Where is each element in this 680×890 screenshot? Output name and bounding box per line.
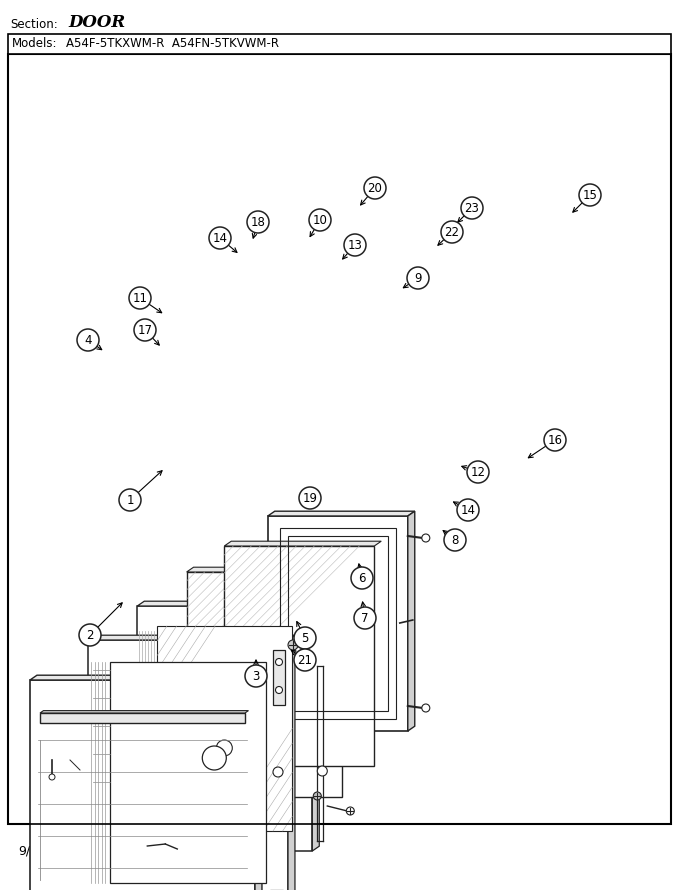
Circle shape xyxy=(351,567,373,589)
Circle shape xyxy=(294,649,316,671)
Circle shape xyxy=(422,704,430,712)
Text: 1: 1 xyxy=(126,494,134,507)
Polygon shape xyxy=(268,511,415,516)
Polygon shape xyxy=(30,676,262,680)
Polygon shape xyxy=(157,626,292,831)
Text: 15: 15 xyxy=(583,189,598,202)
Circle shape xyxy=(346,807,354,815)
Bar xyxy=(8,54,671,824)
Text: 7: 7 xyxy=(361,612,369,625)
Circle shape xyxy=(461,197,483,219)
Polygon shape xyxy=(288,635,295,890)
Polygon shape xyxy=(137,602,320,606)
Polygon shape xyxy=(408,511,415,731)
Polygon shape xyxy=(268,516,408,731)
Circle shape xyxy=(245,665,267,687)
Circle shape xyxy=(49,774,55,780)
Text: 6: 6 xyxy=(358,572,366,585)
Text: 14: 14 xyxy=(460,504,475,517)
Text: 10: 10 xyxy=(313,214,328,227)
Circle shape xyxy=(318,766,327,776)
Polygon shape xyxy=(40,710,248,713)
Circle shape xyxy=(467,461,489,483)
Text: 2: 2 xyxy=(86,629,94,642)
Circle shape xyxy=(294,627,316,649)
Circle shape xyxy=(77,329,99,351)
Circle shape xyxy=(203,746,226,770)
Polygon shape xyxy=(224,541,381,546)
Text: 21: 21 xyxy=(298,654,313,667)
Polygon shape xyxy=(137,606,312,851)
Polygon shape xyxy=(186,572,341,797)
Text: 13: 13 xyxy=(347,239,362,252)
Circle shape xyxy=(354,607,376,629)
Circle shape xyxy=(134,319,156,341)
Text: 14: 14 xyxy=(212,232,228,245)
Circle shape xyxy=(119,489,141,511)
Circle shape xyxy=(422,534,430,542)
Text: 4: 4 xyxy=(84,334,92,347)
Circle shape xyxy=(273,767,283,777)
Circle shape xyxy=(364,177,386,199)
Text: 18: 18 xyxy=(250,216,265,229)
Polygon shape xyxy=(88,635,295,640)
Circle shape xyxy=(79,624,101,646)
Circle shape xyxy=(247,211,269,233)
Text: 16: 16 xyxy=(547,434,562,447)
Polygon shape xyxy=(110,662,266,883)
Text: 12: 12 xyxy=(471,466,486,479)
Circle shape xyxy=(457,499,479,521)
Text: Section:: Section: xyxy=(10,18,58,31)
Circle shape xyxy=(216,740,233,756)
Circle shape xyxy=(313,792,322,800)
Circle shape xyxy=(309,209,331,231)
Circle shape xyxy=(544,429,566,451)
Text: 20: 20 xyxy=(368,182,382,195)
Polygon shape xyxy=(224,546,374,766)
Text: 9: 9 xyxy=(414,272,422,285)
Polygon shape xyxy=(273,650,285,705)
Circle shape xyxy=(344,234,366,256)
Bar xyxy=(8,34,671,54)
Text: Models:: Models: xyxy=(12,37,58,50)
Text: 17: 17 xyxy=(137,324,152,337)
Circle shape xyxy=(129,287,151,309)
Text: 3: 3 xyxy=(252,670,260,683)
Text: 19: 19 xyxy=(303,492,318,505)
Polygon shape xyxy=(312,602,320,851)
Circle shape xyxy=(275,686,282,693)
Circle shape xyxy=(299,487,321,509)
Text: 23: 23 xyxy=(464,202,479,215)
Circle shape xyxy=(209,227,231,249)
Circle shape xyxy=(301,646,309,654)
Circle shape xyxy=(441,221,463,243)
Polygon shape xyxy=(255,676,262,890)
Circle shape xyxy=(407,267,429,289)
Text: A54F-5TKXWM-R  A54FN-5TKVWM-R: A54F-5TKXWM-R A54FN-5TKVWM-R xyxy=(66,37,279,50)
Polygon shape xyxy=(40,713,245,723)
Circle shape xyxy=(579,184,601,206)
Polygon shape xyxy=(30,680,255,890)
Circle shape xyxy=(288,640,298,650)
Circle shape xyxy=(444,529,466,551)
Text: 22: 22 xyxy=(445,226,460,239)
Text: 9/91: 9/91 xyxy=(18,844,46,857)
Polygon shape xyxy=(186,567,349,572)
Text: 5: 5 xyxy=(301,632,309,645)
Polygon shape xyxy=(88,640,288,890)
Circle shape xyxy=(275,659,282,666)
Text: 8: 8 xyxy=(452,534,459,547)
Text: DOOR: DOOR xyxy=(68,14,125,31)
Text: 11: 11 xyxy=(133,292,148,305)
